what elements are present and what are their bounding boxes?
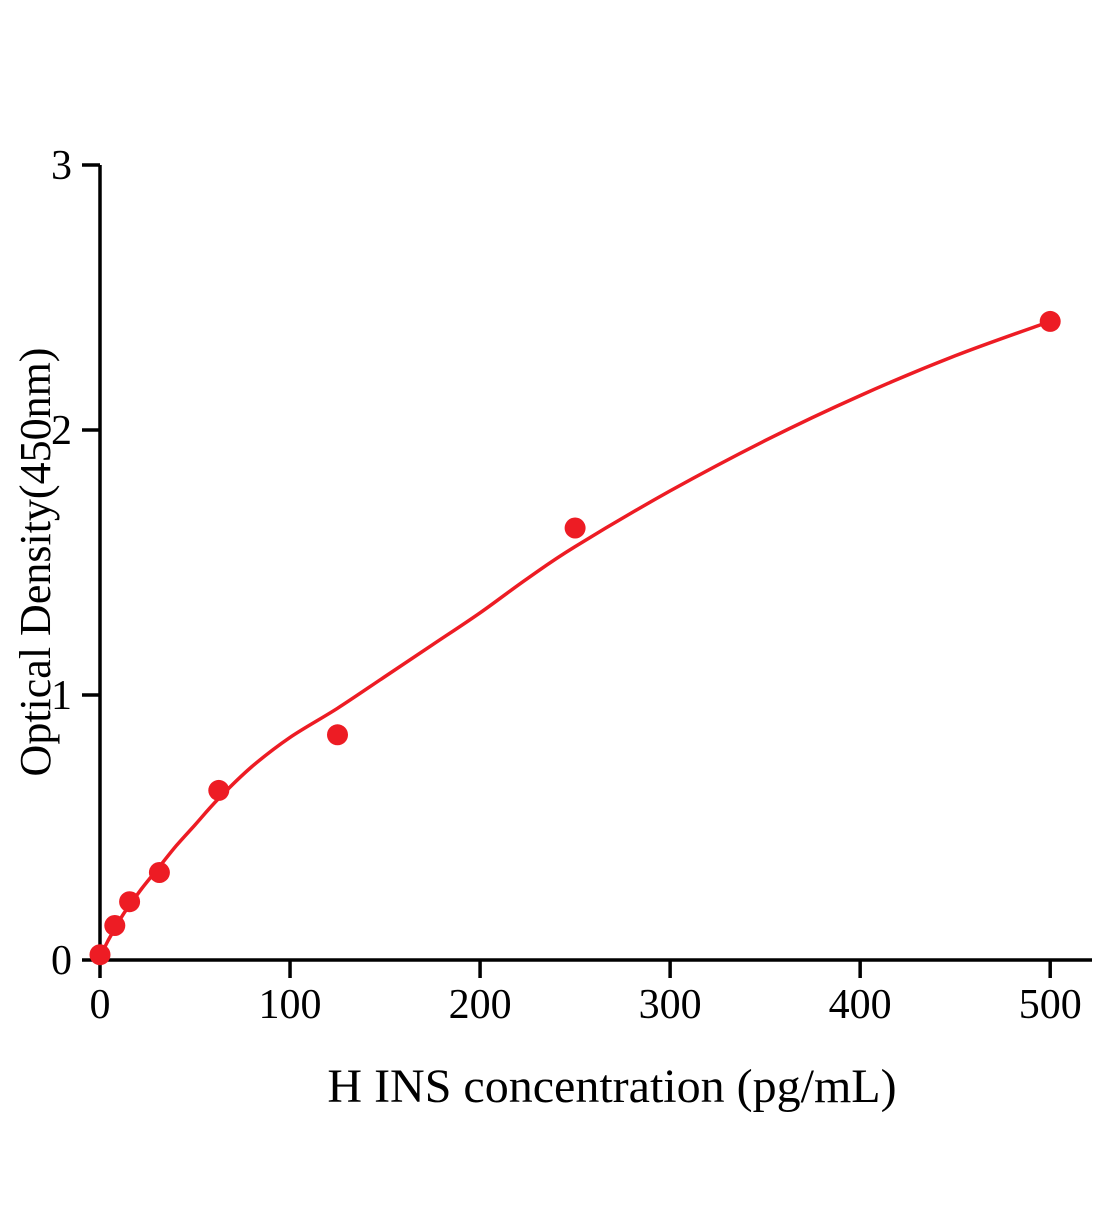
- y-axis-title: Optical Density(450nm): [11, 348, 60, 777]
- y-tick-label: 3: [51, 143, 72, 189]
- x-tick-label: 500: [1019, 982, 1082, 1028]
- data-point: [327, 724, 348, 746]
- data-point: [119, 891, 141, 913]
- x-tick-label: 0: [90, 982, 111, 1028]
- x-tick-label: 200: [449, 982, 512, 1028]
- data-point: [564, 517, 586, 539]
- data-point: [89, 944, 111, 966]
- plot-area: 0 100 200 300 400 500 0 1 2 3: [51, 143, 1092, 1028]
- data-point: [208, 779, 230, 801]
- y-tick-label: 1: [51, 673, 72, 719]
- x-tick-label: 400: [829, 982, 892, 1028]
- data-point: [104, 915, 126, 936]
- y-tick-label: 0: [51, 938, 72, 984]
- data-point: [1039, 310, 1061, 332]
- data-point: [148, 862, 170, 883]
- y-tick-label: 2: [51, 408, 72, 454]
- x-tick-label: 300: [639, 982, 702, 1028]
- x-tick-label: 100: [259, 982, 322, 1028]
- fit-curve: [98, 319, 1052, 960]
- x-axis-title: H INS concentration (pg/mL): [327, 1060, 896, 1113]
